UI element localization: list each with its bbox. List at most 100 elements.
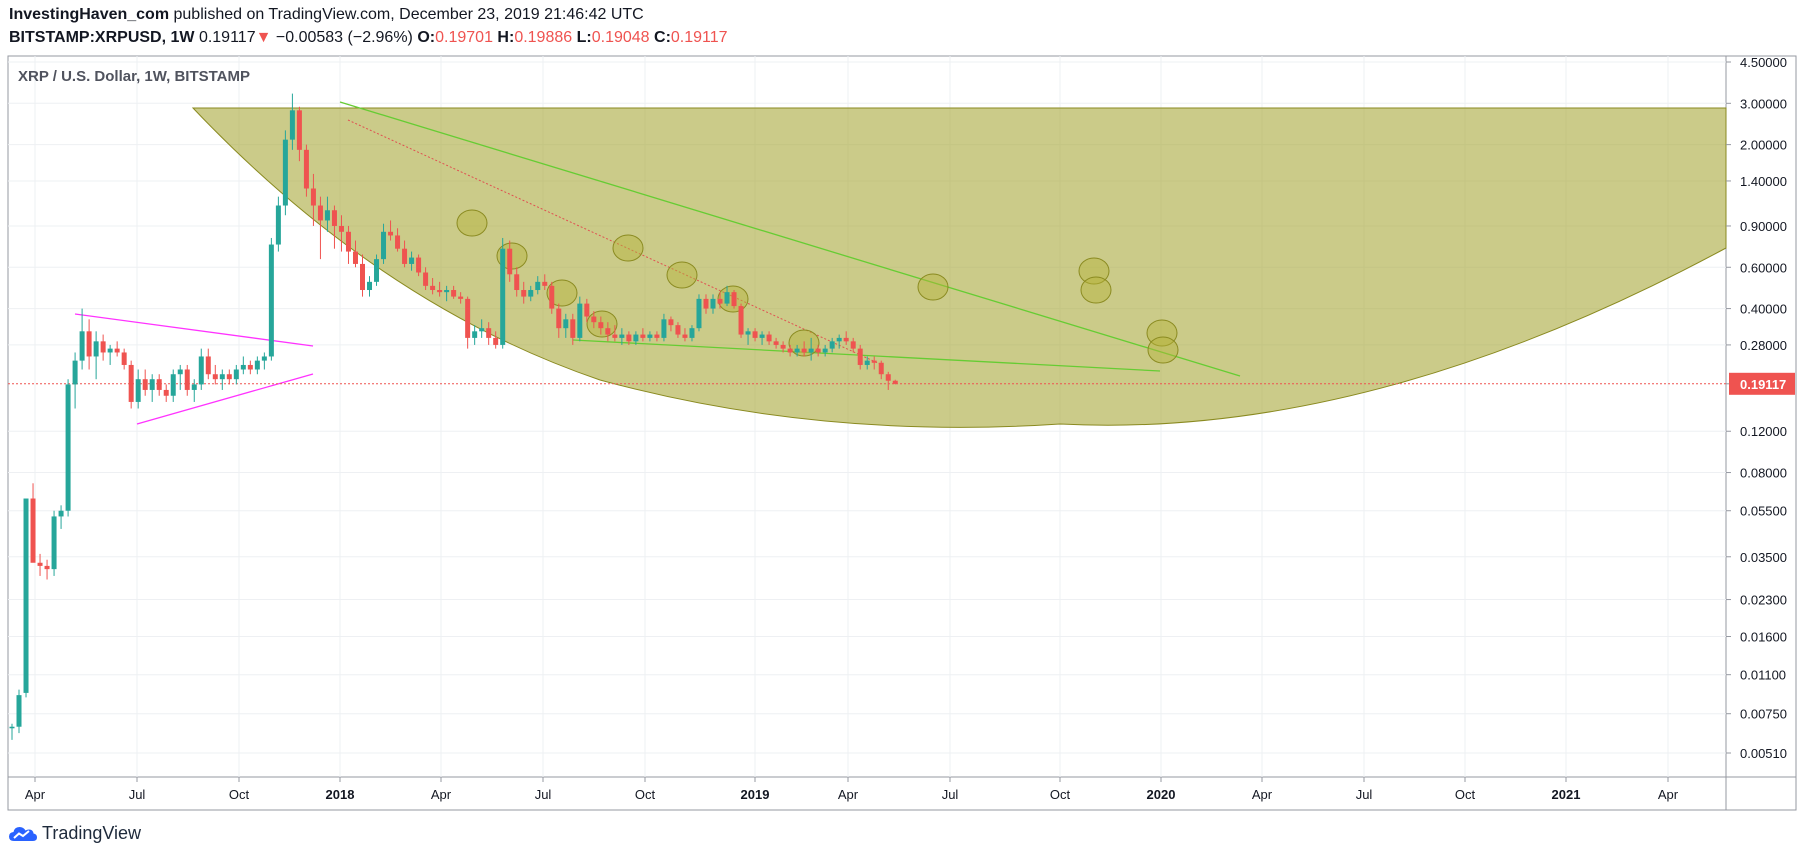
candle	[654, 331, 660, 342]
candle	[212, 364, 218, 385]
candle-body	[177, 369, 183, 375]
candle	[563, 313, 569, 338]
candle	[822, 344, 828, 357]
candle-body	[163, 389, 169, 396]
candle-body	[51, 516, 57, 570]
candle	[437, 281, 443, 297]
open-value: 0.19701	[435, 29, 493, 46]
candle	[479, 319, 485, 338]
price-tick-label: 0.02300	[1740, 593, 1787, 608]
candle-body	[808, 348, 814, 353]
price-tick-label: 0.12000	[1740, 424, 1787, 439]
candle	[275, 196, 281, 252]
candle	[247, 360, 253, 375]
candle-body	[423, 272, 429, 286]
symbol-label: BITSTAMP:XRPUSD, 1W	[9, 29, 195, 46]
candle	[121, 348, 127, 370]
candle	[331, 205, 337, 249]
candle-body	[121, 352, 127, 365]
candle	[703, 294, 709, 314]
candle	[30, 483, 36, 563]
candle	[381, 223, 387, 264]
candle-body	[647, 334, 653, 338]
highlight-circle	[917, 273, 949, 301]
candle	[135, 369, 141, 409]
candle-body	[282, 139, 288, 206]
candle	[289, 93, 295, 150]
candle	[528, 285, 534, 302]
price-axis[interactable]: 4.50000 3.00000 2.00000 1.40000 0.90000 0.600…	[1726, 55, 1795, 761]
candle-body	[563, 319, 569, 329]
candle	[486, 322, 492, 345]
candle-body	[444, 290, 450, 293]
candle	[829, 337, 835, 353]
candle-body	[843, 337, 849, 342]
time-tick-label: Apr	[431, 787, 452, 802]
candle-body	[65, 384, 71, 511]
candle	[226, 369, 232, 385]
candle-body	[247, 364, 253, 370]
candle	[149, 374, 155, 402]
candle	[388, 220, 394, 241]
candle	[458, 292, 464, 304]
candle	[58, 505, 64, 529]
highlight-circle	[1147, 336, 1179, 364]
candle	[444, 285, 450, 302]
upper-trendline	[339, 101, 1241, 377]
candle-body	[605, 328, 611, 335]
tradingview-brand-name: TradingView	[42, 823, 142, 843]
candle	[430, 278, 436, 295]
candle-body	[507, 248, 513, 275]
candle	[759, 331, 765, 345]
candle-body	[345, 231, 351, 252]
candle-body	[107, 348, 113, 353]
candle-body	[661, 319, 667, 338]
time-tick-label: 2020	[1147, 787, 1176, 802]
candle	[661, 313, 667, 342]
candle	[808, 337, 814, 361]
candle	[156, 374, 162, 396]
candle-body	[226, 374, 232, 380]
candle-body	[591, 316, 597, 323]
candle-body	[794, 348, 800, 353]
tradingview-brand[interactable]: TradingView	[8, 823, 141, 844]
candle-body	[570, 319, 576, 338]
candle-body	[640, 334, 646, 338]
candle	[633, 331, 639, 345]
candle-body	[458, 296, 464, 299]
chart-frame	[7, 55, 1797, 811]
candle	[787, 344, 793, 357]
price-tick-label: 0.03500	[1740, 550, 1787, 565]
candle	[675, 322, 681, 338]
candle-body	[331, 210, 337, 226]
time-tick-label: Jul	[942, 787, 959, 802]
price-change: −0.00583 (−2.96%)	[275, 29, 413, 46]
candle	[163, 384, 169, 402]
candle-body	[745, 331, 751, 335]
candle	[556, 303, 562, 338]
candle	[16, 689, 22, 734]
candle	[577, 296, 583, 342]
candle-body	[766, 334, 772, 342]
candle	[44, 559, 50, 580]
time-axis[interactable]: Apr Jul Oct 2018 Apr Jul Oct 2019 Apr Jul Oct 2020 A…	[25, 777, 1679, 802]
candle-body	[549, 285, 555, 309]
time-tick-label: Jul	[1356, 787, 1373, 802]
candle	[514, 267, 520, 297]
candle-body	[409, 257, 415, 264]
candle	[282, 130, 288, 216]
candle-body	[486, 328, 492, 338]
candle-body	[149, 379, 155, 390]
candle	[114, 341, 120, 357]
price-tick-label: 2.00000	[1740, 138, 1787, 153]
candle	[310, 173, 316, 226]
candle-body	[619, 334, 625, 338]
candle	[710, 294, 716, 314]
candle-body	[360, 263, 365, 291]
candles[interactable]	[9, 93, 898, 740]
candle-body	[857, 348, 863, 365]
candle-body	[142, 379, 148, 390]
candle-body	[261, 356, 267, 361]
candle	[605, 322, 611, 342]
